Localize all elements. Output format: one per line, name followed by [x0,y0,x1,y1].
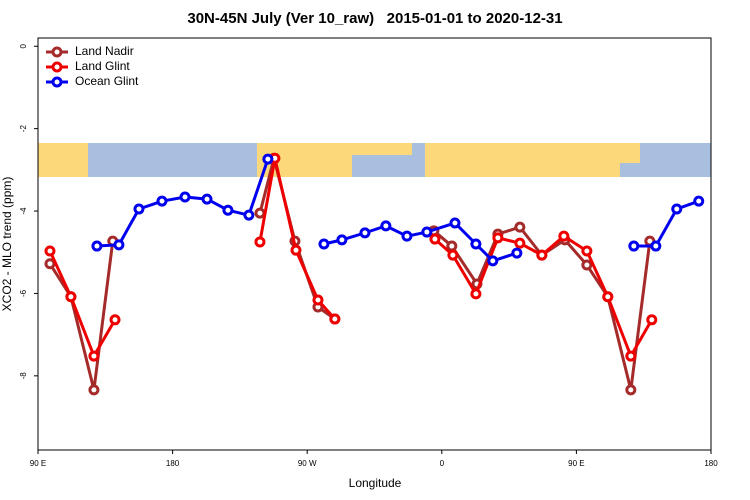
y-tick-label: -8 [19,372,28,380]
data-point [581,245,593,257]
legend-label: Land Glint [75,59,130,73]
data-point [88,350,100,362]
data-point [421,226,433,238]
data-point [109,314,121,326]
data-point [290,244,302,256]
data-point [318,238,330,250]
x-tick-label: 180 [166,459,180,468]
data-point [514,237,526,249]
data-point [625,384,637,396]
data-point [65,291,77,303]
data-point [650,240,662,252]
x-tick-label: 180 [704,459,718,468]
data-point [329,313,341,325]
data-point [179,191,191,203]
y-tick-label: -6 [19,289,28,297]
data-point [470,238,482,250]
y-tick-label: -2 [19,125,28,133]
data-point [312,294,324,306]
data-point [201,193,213,205]
data-point [380,220,392,232]
data-point [514,221,526,233]
data-point [671,203,683,215]
legend-marker [51,61,63,73]
data-point [156,195,168,207]
data-point [536,249,548,261]
plot-frame [37,37,712,451]
data-point [88,384,100,396]
y-tick-label: 0 [19,43,28,48]
data-point [254,207,266,219]
data-point [646,314,658,326]
y-axis-label: XCO2 - MLO trend (ppm) [0,177,14,312]
data-point [113,239,125,251]
data-point [487,255,499,267]
legend-label: Land Nadir [75,44,134,58]
map-strip [38,143,711,177]
data-point [91,240,103,252]
legend-label: Ocean Glint [75,74,139,88]
x-tick-label: 0 [440,459,445,468]
data-point [470,288,482,300]
y-tick-label: -4 [19,207,28,215]
data-point [693,195,705,207]
data-point [44,258,56,270]
x-axis-label: Longitude [349,476,402,490]
series-line [48,157,652,391]
data-point [492,232,504,244]
x-tick-label: 90 E [30,459,46,468]
data-point [254,236,266,248]
data-point [133,203,145,215]
data-point [446,240,458,252]
data-point [625,350,637,362]
data-point [262,153,274,165]
data-point [628,240,640,252]
data-point [511,247,523,259]
data-point [243,209,255,221]
data-point [558,230,570,242]
data-point [359,227,371,239]
data-point [336,234,348,246]
legend-marker [51,76,63,88]
data-point [222,204,234,216]
data-point [602,291,614,303]
data-point [429,233,441,245]
x-tick-label: 90 W [298,459,317,468]
legend-marker [51,46,63,58]
data-point [401,230,413,242]
chart-title: 30N-45N July (Ver 10_raw) 2015-01-01 to … [187,10,562,27]
data-point [447,249,459,261]
data-point [449,217,461,229]
series-line [48,157,654,360]
data-point [581,259,593,271]
data-point [44,245,56,257]
x-tick-label: 90 E [568,459,584,468]
